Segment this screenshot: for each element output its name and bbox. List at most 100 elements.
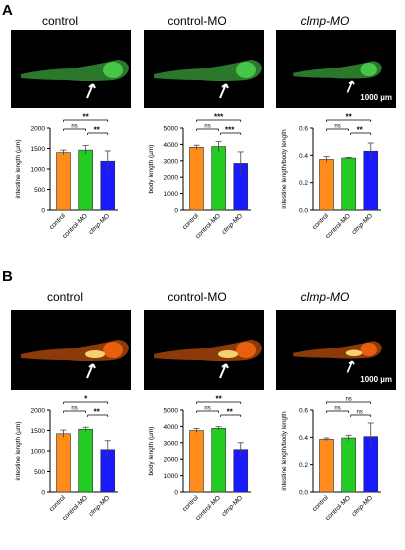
bar-2 — [341, 437, 356, 493]
significance-label: ** — [83, 113, 90, 122]
fish-silhouette — [21, 60, 129, 81]
bar-1 — [56, 433, 71, 493]
bar-2 — [211, 146, 226, 211]
chart-a-1: 0 500 1000 1500 2000 intestine length (µm) con… — [15, 113, 118, 240]
x-tick-label: control — [311, 494, 330, 513]
significance-label: ** — [94, 408, 101, 417]
y-tick-label: 0.6 — [299, 126, 308, 133]
x-tick-label: clmp-MO — [221, 212, 245, 236]
fish-head — [236, 62, 256, 78]
arrow-icon — [346, 80, 355, 93]
y-tick-label: 0 — [41, 208, 45, 215]
fish-image-a2 — [144, 30, 264, 108]
fish-red-b1 — [21, 340, 129, 379]
significance-label: ** — [216, 395, 223, 404]
chart-b-2: 0 1000 2000 3000 4000 5000 body length (µm) con… — [148, 395, 251, 522]
panel-letter-b: B — [2, 268, 13, 285]
y-tick-label: 0.6 — [299, 408, 308, 415]
y-axis-label: body length (µm) — [148, 145, 155, 194]
x-tick-label: clmp-MO — [88, 212, 112, 236]
significance-label: ** — [357, 126, 364, 135]
y-tick-label: 1000 — [164, 473, 179, 480]
y-tick-label: 3000 — [164, 440, 179, 447]
bar-2 — [78, 428, 93, 493]
fish-silhouette — [154, 60, 262, 81]
x-tick-label: clmp-MO — [221, 494, 245, 518]
significance-label: ns — [71, 406, 77, 412]
y-tick-label: 0 — [174, 490, 178, 497]
panel-b-title-1: control — [46, 290, 84, 304]
y-tick-label: 0.0 — [299, 208, 308, 215]
y-tick-label: 0.4 — [299, 153, 308, 160]
fish-body — [21, 340, 129, 379]
y-tick-label: 1500 — [31, 428, 46, 435]
significance-label: ns — [345, 397, 351, 403]
panel-a-title-1: control — [41, 14, 79, 28]
y-tick-label: 0.2 — [299, 462, 308, 469]
bar-2 — [341, 157, 356, 211]
y-tick-label: 5000 — [164, 126, 179, 133]
x-tick-label: control — [181, 494, 200, 513]
fish-head — [360, 62, 377, 77]
fish-head — [103, 62, 123, 78]
fish-silhouette — [293, 61, 382, 79]
x-tick-label: control — [311, 212, 330, 231]
significance-label: ns — [357, 410, 363, 416]
fish-body — [154, 60, 262, 99]
significance-label: ** — [94, 126, 101, 135]
x-tick-label: clmp-MO — [88, 494, 112, 518]
y-tick-label: 0.4 — [299, 435, 308, 442]
bar-3 — [363, 150, 379, 211]
bar-1 — [189, 147, 204, 211]
fish-gut-glow — [345, 349, 363, 357]
chart-a-2: 0 1000 2000 3000 4000 5000 body length (µm) con… — [148, 113, 251, 240]
y-tick-label: 2000 — [164, 457, 179, 464]
y-tick-label: 2000 — [31, 126, 46, 133]
chart-b-3: 0.0 0.2 0.4 0.6 intestine length/body length… — [281, 397, 381, 522]
fish-gut-glow — [85, 350, 105, 358]
panel-b-title-2: control-MO — [167, 290, 227, 304]
fish-image-b2 — [144, 310, 264, 390]
bar-1 — [56, 152, 71, 211]
fish-red-b2 — [154, 340, 262, 379]
x-tick-label: control — [48, 212, 67, 231]
chart-a-3: 0.0 0.2 0.4 0.6 intestine length/body length… — [281, 113, 381, 240]
fish-body — [21, 60, 129, 99]
significance-label: ns — [334, 124, 340, 130]
arrow-icon — [219, 83, 229, 99]
bar-2 — [211, 428, 226, 493]
y-axis-label: intestine length (µm) — [15, 139, 22, 198]
y-tick-label: 500 — [34, 187, 45, 194]
y-tick-label: 0.0 — [299, 490, 308, 497]
panel-a-title-3: clmp-MO — [300, 14, 350, 28]
y-tick-label: 1000 — [164, 191, 179, 198]
scale-bar-label-b: 1000 µm — [360, 375, 392, 384]
fish-red-b3 — [293, 341, 382, 373]
bar-1 — [319, 159, 334, 211]
panel-b-title-3: clmp-MO — [300, 290, 350, 304]
y-tick-label: 0 — [41, 490, 45, 497]
fish-image-b1 — [11, 310, 131, 390]
fish-gut-glow — [218, 350, 238, 358]
scale-bar-label-a: 1000 µm — [360, 93, 392, 102]
fish-green-a3 — [293, 61, 382, 93]
y-tick-label: 2000 — [31, 408, 46, 415]
y-axis-label: body length (µm) — [148, 427, 155, 476]
panel-a-title-2: control-MO — [167, 14, 227, 28]
fish-head — [236, 342, 256, 358]
fish-green-a1 — [21, 60, 129, 99]
y-tick-label: 2000 — [164, 175, 179, 182]
arrow-icon — [86, 363, 96, 379]
y-tick-label: 1000 — [31, 167, 46, 174]
y-tick-label: 1000 — [31, 449, 46, 456]
x-tick-label: control — [181, 212, 200, 231]
fish-green-a2 — [154, 60, 262, 99]
x-tick-label: clmp-MO — [351, 212, 375, 236]
y-axis-label: intestine length/body length — [281, 129, 288, 209]
y-tick-label: 4000 — [164, 142, 179, 149]
chart-b-1: 0 500 1000 1500 2000 intestine length (µm) con… — [15, 395, 118, 522]
x-tick-label: clmp-MO — [351, 494, 375, 518]
y-tick-label: 3000 — [164, 158, 179, 165]
bar-2 — [78, 149, 93, 211]
